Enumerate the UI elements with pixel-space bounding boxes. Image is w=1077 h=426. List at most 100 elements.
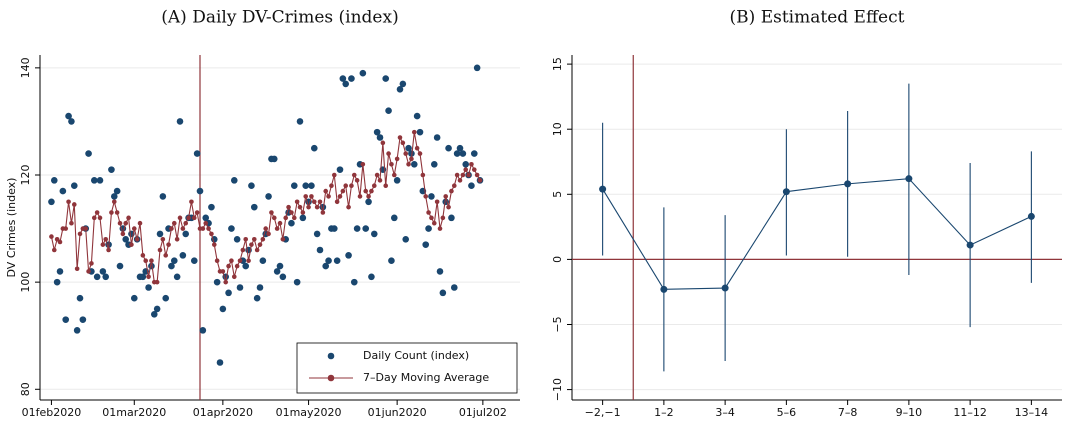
point — [385, 107, 392, 115]
point — [65, 112, 72, 120]
point — [189, 199, 194, 205]
point — [425, 225, 432, 232]
point — [108, 166, 115, 173]
point — [462, 160, 470, 168]
point — [182, 230, 190, 238]
point — [451, 183, 457, 189]
point — [417, 151, 423, 156]
point — [905, 175, 913, 183]
point — [721, 284, 729, 292]
point — [249, 242, 254, 247]
point — [234, 263, 240, 269]
point — [149, 258, 154, 264]
point — [51, 247, 57, 253]
point — [120, 231, 126, 237]
point — [306, 204, 311, 210]
point — [220, 269, 226, 274]
point — [373, 128, 381, 136]
x-tick-label: 9–10 — [896, 406, 923, 419]
point — [160, 236, 166, 242]
point — [300, 210, 306, 215]
point — [456, 144, 464, 152]
point — [330, 225, 338, 232]
point — [176, 118, 184, 125]
point — [314, 204, 320, 210]
chart-title: (A) Daily DV-Crimes (index) — [161, 8, 398, 28]
point — [102, 273, 110, 281]
point — [190, 257, 198, 265]
point — [433, 134, 441, 141]
point — [53, 278, 61, 286]
point — [170, 257, 178, 265]
x-tick-label: 3–4 — [715, 406, 735, 419]
x-tick-label: 01feb2020 — [22, 406, 82, 419]
point — [70, 182, 78, 190]
point — [240, 247, 246, 253]
point — [63, 226, 69, 231]
x-tick-label: 01jun2020 — [368, 406, 427, 419]
point — [49, 234, 54, 239]
point — [389, 161, 394, 167]
point — [48, 198, 55, 206]
point — [263, 226, 269, 231]
point — [353, 225, 361, 232]
point — [191, 215, 197, 221]
point — [163, 253, 169, 258]
point — [329, 183, 334, 189]
point — [359, 69, 367, 77]
x-tick-label: 01apr2020 — [193, 406, 253, 419]
point — [459, 150, 467, 157]
point — [660, 285, 668, 293]
point — [114, 210, 120, 215]
point — [357, 194, 363, 199]
point — [599, 185, 607, 193]
point — [106, 247, 111, 253]
point — [371, 183, 377, 189]
y-tick-label: −5 — [551, 316, 564, 332]
point — [276, 262, 284, 270]
point — [325, 257, 332, 265]
point — [68, 118, 75, 125]
point — [74, 266, 80, 272]
point — [966, 241, 974, 249]
point — [434, 199, 440, 205]
point — [320, 210, 326, 215]
point — [473, 64, 481, 72]
point — [429, 215, 434, 221]
point — [290, 182, 298, 190]
point — [376, 134, 384, 141]
point — [351, 172, 357, 178]
point — [296, 118, 304, 125]
point — [223, 279, 229, 285]
point — [291, 215, 297, 221]
x-tick-label: 01mar2020 — [102, 406, 166, 419]
x-tick-label: 01jul202 — [459, 406, 507, 419]
point — [271, 215, 277, 221]
point — [159, 193, 167, 200]
point — [140, 253, 146, 258]
point — [397, 135, 403, 140]
point — [253, 294, 261, 302]
point — [466, 172, 471, 178]
point — [303, 194, 309, 199]
point — [313, 230, 321, 238]
point — [337, 194, 343, 199]
point — [331, 172, 337, 178]
point — [162, 294, 170, 302]
x-tick-label: 1–2 — [654, 406, 674, 419]
point — [402, 235, 410, 243]
point — [99, 268, 107, 275]
point — [211, 242, 217, 247]
point — [200, 226, 206, 231]
point — [237, 258, 243, 264]
point — [310, 144, 318, 152]
point — [471, 167, 477, 172]
point — [470, 150, 478, 157]
point — [69, 220, 74, 226]
point — [180, 226, 186, 231]
legend-marker — [327, 374, 335, 382]
point — [208, 203, 215, 211]
point — [139, 273, 147, 281]
point — [236, 284, 244, 291]
